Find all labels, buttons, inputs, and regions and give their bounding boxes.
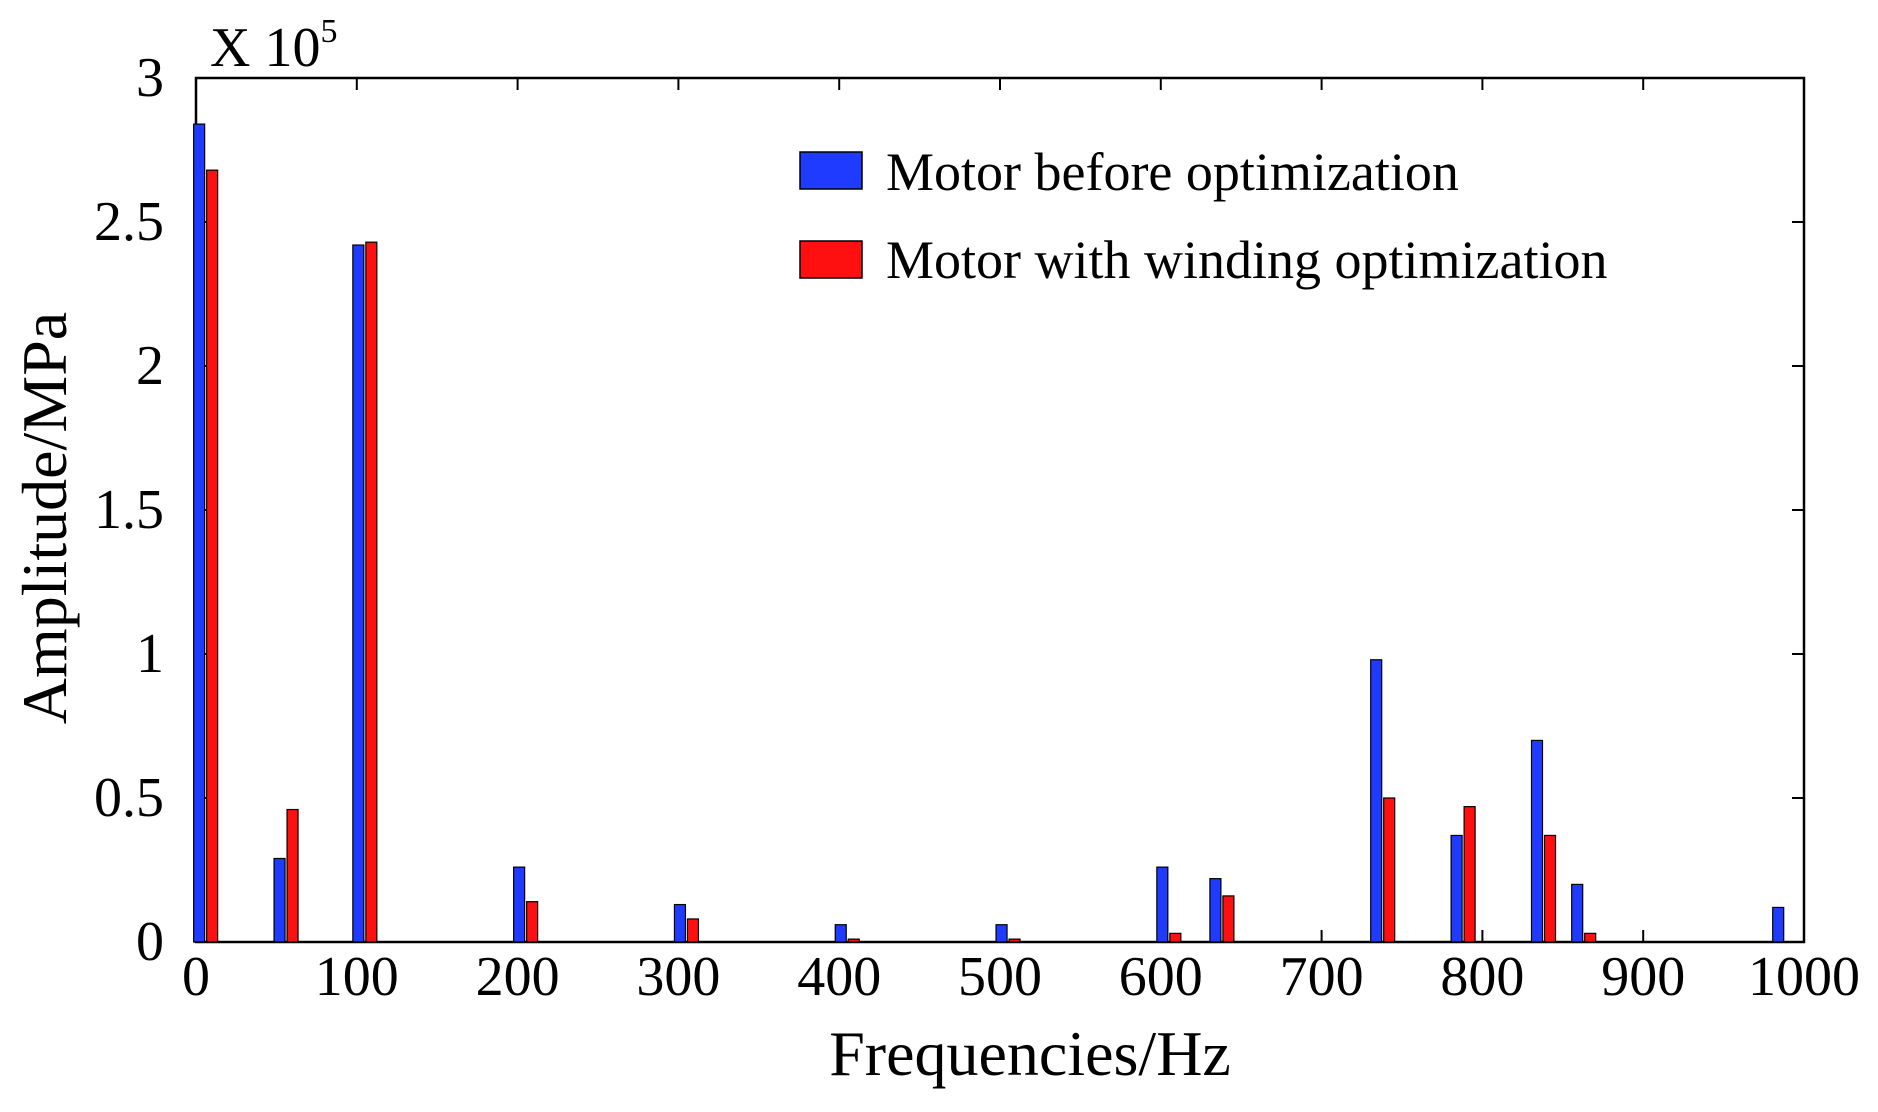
bar-before-optimization [273, 857, 286, 943]
legend-swatch-before [799, 151, 863, 190]
y-multiplier-base: X 10 [210, 17, 320, 79]
x-tick-label: 900 [1601, 946, 1685, 1008]
bar-winding-optimization [1463, 806, 1476, 943]
bar-before-optimization [513, 866, 526, 943]
bar-winding-optimization [847, 938, 860, 943]
y-tick-label: 2 [136, 335, 164, 397]
bar-before-optimization [1530, 739, 1544, 943]
bar-winding-optimization [1008, 938, 1021, 943]
y-tick-label: 0.5 [94, 767, 164, 829]
legend-label-before: Motor before optimization [886, 142, 1459, 202]
y-tick-label: 3 [136, 47, 164, 109]
y-multiplier-label: X 105 [210, 13, 337, 79]
x-tick-label: 300 [636, 946, 720, 1008]
bar-winding-optimization [1169, 932, 1182, 943]
bar-winding-optimization [365, 241, 378, 943]
y-tick-label: 1 [136, 623, 164, 685]
bar-winding-optimization [1584, 932, 1597, 943]
x-tick-label: 600 [1119, 946, 1203, 1008]
bar-before-optimization [673, 903, 687, 943]
x-tick-label: 100 [315, 946, 399, 1008]
bar-winding-optimization [1383, 797, 1396, 943]
bar-before-optimization [1772, 906, 1785, 943]
bar-before-optimization [1156, 866, 1169, 943]
y-tick-labels: 0 0.5 1 1.5 2 2.5 3 [94, 47, 164, 973]
legend: Motor before optimization Motor with win… [799, 142, 1607, 290]
bar-before-optimization [1450, 834, 1463, 943]
x-tick-label: 700 [1280, 946, 1364, 1008]
bars [193, 123, 1785, 943]
bar-before-optimization [1370, 659, 1383, 943]
bar-winding-optimization [1543, 834, 1557, 943]
plot-area [194, 76, 1806, 944]
y-axis-label: Amplitude/MPa [9, 312, 80, 724]
legend-label-winding: Motor with winding optimization [886, 230, 1607, 290]
bar-winding-optimization [206, 169, 219, 943]
bar-before-optimization [995, 924, 1008, 943]
bar-winding-optimization [526, 901, 539, 943]
x-tick-label: 0 [182, 946, 210, 1008]
bar-before-optimization [193, 123, 206, 943]
x-tick-label: 500 [958, 946, 1042, 1008]
bar-winding-optimization [286, 808, 299, 943]
x-tick-label: 400 [797, 946, 881, 1008]
bar-before-optimization [1571, 883, 1584, 943]
y-tick-label: 0 [136, 911, 164, 973]
x-tick-label: 800 [1440, 946, 1524, 1008]
bar-before-optimization [1209, 878, 1222, 943]
y-tick-label: 1.5 [94, 479, 164, 541]
bar-winding-optimization [686, 918, 700, 943]
legend-swatch-winding [799, 240, 863, 279]
y-multiplier-exponent: 5 [320, 13, 337, 50]
y-tick-label: 2.5 [94, 191, 164, 253]
bar-winding-optimization [1222, 895, 1235, 943]
x-tick-label: 1000 [1748, 946, 1860, 1008]
x-tick-labels: 0 100 200 300 400 500 600 700 800 900 1000 [182, 946, 1860, 1008]
x-axis-label: Frequencies/Hz [829, 1018, 1231, 1089]
bar-before-optimization [834, 924, 847, 943]
x-tick-label: 200 [476, 946, 560, 1008]
bar-before-optimization [352, 244, 365, 943]
